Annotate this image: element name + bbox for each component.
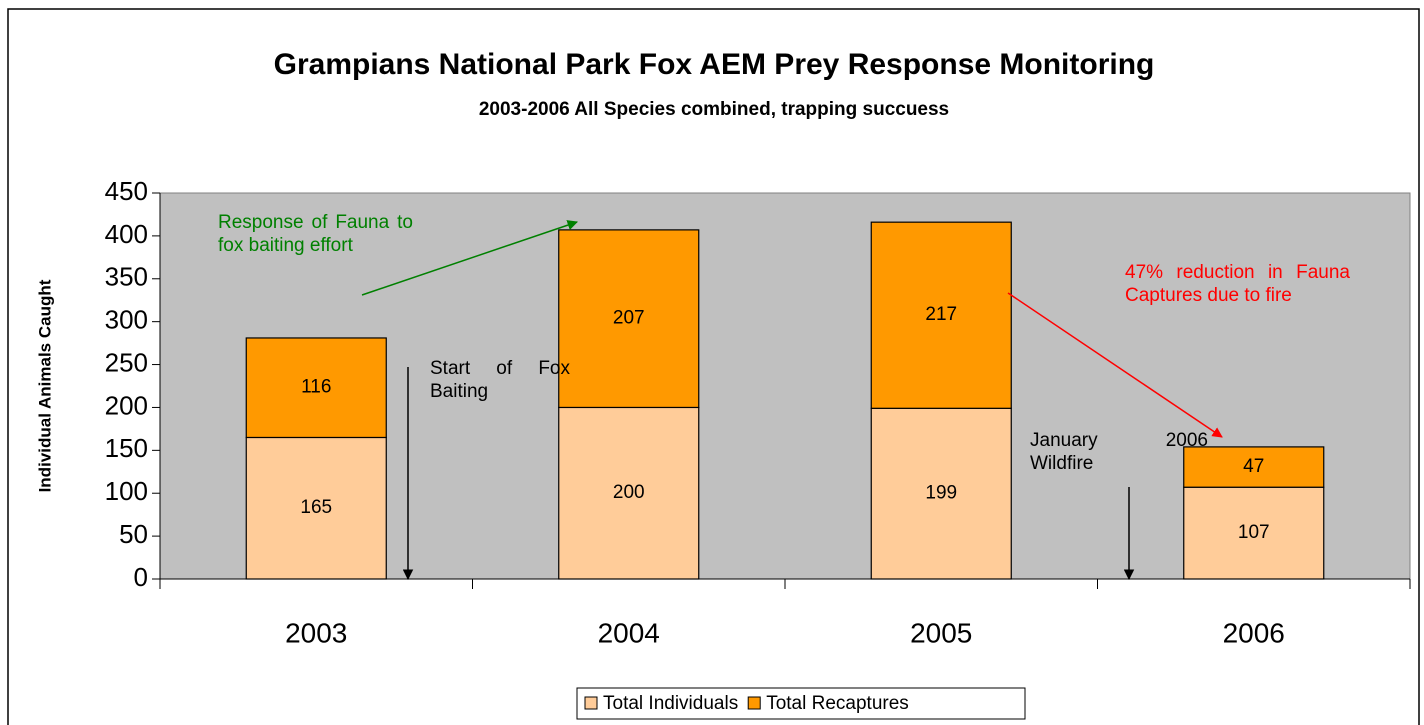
data-label: 217 [925,304,957,325]
annotation: Start of Fox Baiting [430,358,570,402]
legend-swatch [747,696,761,710]
legend-swatch [584,696,598,710]
data-label: 47 [1243,456,1264,477]
x-tick-label: 2005 [910,617,972,648]
bar-segment [870,221,1012,409]
bar-segment [1183,446,1325,488]
legend-box [576,687,1026,720]
legend-label: Total Individuals [603,693,738,714]
annotation: Response of Fauna to fox baiting effort [218,212,413,256]
chart-subtitle: 2003-2006 All Species combined, trapping… [479,99,949,120]
y-tick-label: 200 [105,390,148,420]
bar-segment [245,436,387,580]
x-tick-label: 2003 [285,617,347,648]
y-tick-label: 50 [119,519,148,549]
bar-segment [558,229,700,409]
y-tick-label: 0 [134,562,148,592]
data-label: 207 [613,308,645,329]
x-tick-label: 2004 [598,617,660,648]
arrow [1007,292,1223,438]
y-tick-label: 100 [105,476,148,506]
y-tick-label: 400 [105,219,148,249]
data-label: 165 [300,497,332,518]
annotation: 47% reduction in Fauna Captures due to f… [1125,262,1350,306]
y-tick-label: 150 [105,433,148,463]
y-tick-label: 350 [105,262,148,292]
bar-segment [870,407,1012,580]
legend-label: Total Recaptures [766,693,909,714]
chart-title: Grampians National Park Fox AEM Prey Res… [274,48,1155,81]
data-label: 116 [301,377,331,398]
data-label: 200 [613,482,645,503]
y-tick-label: 300 [105,305,148,335]
bar-segment [1183,486,1325,580]
arrow [361,220,578,296]
annotation: January 2006 Wildfire [1030,430,1208,474]
x-tick-label: 2006 [1223,617,1285,648]
data-label: 199 [925,483,957,504]
y-tick-label: 450 [105,176,148,206]
bar-segment [245,337,387,439]
y-tick-label: 250 [105,347,148,377]
data-label: 107 [1238,522,1270,543]
y-axis-label: Individual Animals Caught [35,279,54,492]
